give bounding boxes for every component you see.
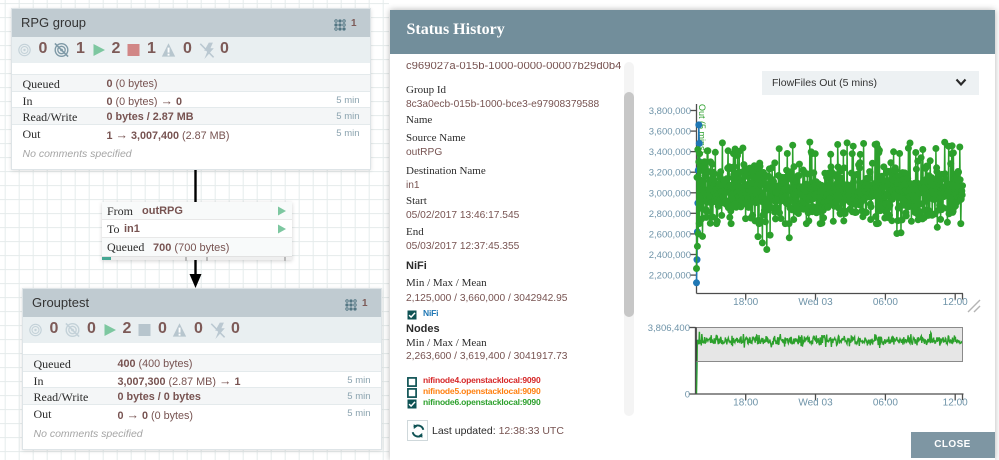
svg-text:12:00: 12:00	[943, 398, 968, 409]
svg-text:3,806,400: 3,806,400	[648, 323, 690, 334]
svg-text:Wed 03: Wed 03	[798, 297, 833, 308]
svg-text:18:00: 18:00	[733, 398, 758, 409]
svg-text:3,000,000: 3,000,000	[649, 188, 691, 199]
svg-text:Wed 03: Wed 03	[798, 398, 833, 409]
svg-text:0: 0	[685, 390, 690, 401]
svg-text:06:00: 06:00	[873, 297, 898, 308]
svg-text:3,600,000: 3,600,000	[649, 127, 691, 138]
svg-text:Out (5 mins): Out (5 mins)	[697, 104, 707, 154]
svg-text:2,800,000: 2,800,000	[649, 209, 691, 220]
svg-text:3,400,000: 3,400,000	[649, 147, 691, 158]
svg-text:06:00: 06:00	[873, 398, 898, 409]
svg-text:3,200,000: 3,200,000	[649, 168, 691, 179]
svg-text:18:00: 18:00	[733, 297, 758, 308]
svg-text:12:00: 12:00	[943, 297, 968, 308]
svg-text:2,600,000: 2,600,000	[649, 229, 691, 240]
svg-text:3,800,000: 3,800,000	[649, 106, 691, 117]
svg-text:2,400,000: 2,400,000	[649, 250, 691, 261]
svg-text:2,200,000: 2,200,000	[649, 271, 691, 282]
